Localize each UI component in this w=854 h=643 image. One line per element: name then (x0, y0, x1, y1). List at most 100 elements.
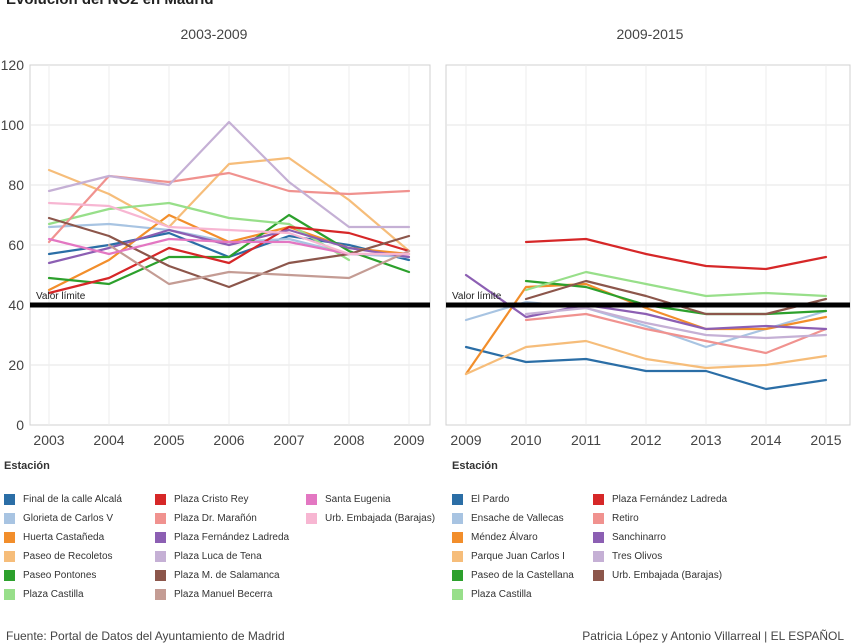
author-credit: Patricia López y Antonio Villarreal | EL… (582, 629, 844, 643)
legend-swatch (4, 494, 15, 505)
legend-swatch (593, 532, 604, 543)
series-line-el-pardo (464, 345, 828, 391)
legend-column: Final de la calle Alcalá Glorieta de Carl… (4, 490, 155, 604)
legend-swatch (452, 494, 463, 505)
x-tick-label: 2013 (690, 432, 721, 448)
legend-item: Plaza Cristo Rey (155, 490, 306, 509)
x-tick-label: 2006 (213, 432, 244, 448)
series-line-plaza-luca-de-tena (47, 120, 411, 229)
legend-item: Plaza Manuel Becerra (155, 585, 306, 604)
series-line-sanchinarro (464, 273, 828, 331)
legend-item: Glorieta de Carlos V (4, 509, 155, 528)
legend-item: Huerta Castañeda (4, 528, 155, 547)
legend-title: Estación (452, 460, 498, 472)
legend-label: Plaza Fernández Ladreda (612, 494, 728, 505)
legend-swatch (4, 570, 15, 581)
legend-label: Ensache de Vallecas (471, 513, 564, 524)
legend-swatch (155, 551, 166, 562)
legend-label: Final de la calle Alcalá (23, 494, 122, 505)
y-tick-label: 60 (8, 237, 24, 253)
legend-swatch (306, 494, 317, 505)
legend-column: Plaza Fernández Ladreda Retiro Sanchinarro… (593, 490, 734, 604)
x-tick-label: 2003 (33, 432, 64, 448)
x-tick-label: 2004 (93, 432, 124, 448)
legend-label: Plaza Dr. Marañón (174, 513, 257, 524)
series-line-plaza-cristo-rey (47, 225, 411, 295)
legend-item: Parque Juan Carlos I (452, 547, 593, 566)
legend-swatch (4, 532, 15, 543)
legend-item: Sanchinarro (593, 528, 734, 547)
legend-item: Méndez Álvaro (452, 528, 593, 547)
series-line-tres-olivos (524, 306, 828, 340)
source-credit: Fuente: Portal de Datos del Ayuntamiento… (6, 629, 285, 643)
line-charts: 0 20 40 60 80 100 120 2003 2004 2005 2006 2007 2008 2… (1, 57, 851, 448)
legend-column: Santa Eugenia Urb. Embajada (Barajas) (306, 490, 457, 604)
legend-item: Urb. Embajada (Barajas) (593, 566, 734, 585)
legend-item: Retiro (593, 509, 734, 528)
x-tick-label: 2015 (810, 432, 841, 448)
series-line-plaza-manuel-becerra (107, 243, 411, 286)
legend-label: Paseo Pontones (23, 570, 97, 581)
series-line-plaza-castilla (47, 201, 351, 262)
legend-label: Plaza Manuel Becerra (174, 589, 273, 600)
legend-label: Urb. Embajada (Barajas) (325, 513, 436, 524)
legend-swatch (306, 513, 317, 524)
legend-swatch (593, 494, 604, 505)
y-tick-label: 40 (8, 297, 24, 313)
legend-item: Plaza Fernández Ladreda (593, 490, 734, 509)
legend-swatch (155, 513, 166, 524)
legend-label: Huerta Castañeda (23, 532, 105, 543)
legend-label: El Pardo (471, 494, 510, 505)
x-tick-label: 2008 (333, 432, 364, 448)
legend-label: Plaza Fernández Ladreda (174, 532, 290, 543)
legend-swatch (155, 570, 166, 581)
legend-item: Plaza Castilla (4, 585, 155, 604)
x-tick-label: 2009 (393, 432, 424, 448)
legend-swatch (452, 589, 463, 600)
series-line-retiro (524, 312, 828, 355)
legend-label: Santa Eugenia (325, 494, 391, 505)
series-line-paseo-de-recoletos (47, 156, 411, 253)
legend-label: Tres Olivos (612, 551, 663, 562)
legend-label: Parque Juan Carlos I (471, 551, 565, 562)
legend-label: Paseo de la Castellana (471, 570, 574, 581)
series-line-paseo-pontones (47, 213, 411, 286)
legend-item: El Pardo (452, 490, 593, 509)
legend-label: Paseo de Recoletos (23, 551, 113, 562)
legend-item: Paseo de Recoletos (4, 547, 155, 566)
legend-column: Plaza Cristo Rey Plaza Dr. Marañón Plaza F… (155, 490, 306, 604)
series-line-urb-embajada-barajas (47, 201, 411, 256)
legend-swatch (155, 532, 166, 543)
x-tick-label: 2012 (630, 432, 661, 448)
legend-title: Estación (4, 460, 50, 472)
legend-swatch (452, 532, 463, 543)
legend-swatch (4, 513, 15, 524)
legend-swatch (452, 570, 463, 581)
legend-item: Paseo Pontones (4, 566, 155, 585)
legend-label: Plaza Cristo Rey (174, 494, 249, 505)
legend-swatch (155, 494, 166, 505)
legend-swatch (4, 589, 15, 600)
legend-item: Plaza Dr. Marañón (155, 509, 306, 528)
y-tick-label: 80 (8, 177, 24, 193)
panel-title-2003-2009: 2003-2009 (180, 26, 248, 42)
legend-item: Final de la calle Alcalá (4, 490, 155, 509)
legend-item: Santa Eugenia (306, 490, 457, 509)
y-tick-label: 100 (1, 117, 25, 133)
legend-swatch (452, 551, 463, 562)
y-tick-label: 0 (16, 417, 24, 433)
legend-2009-2015: Estación El Pardo Ensache de Vallecas Ménd… (452, 460, 734, 604)
legend-swatch (593, 551, 604, 562)
series-line-plaza-castilla (524, 270, 828, 298)
legend-item: Plaza Fernández Ladreda (155, 528, 306, 547)
series-line-paseo-de-la-castellana (524, 279, 828, 316)
chart-title: Evolución del NO2 en Madrid (6, 0, 214, 8)
legend-label: Sanchinarro (612, 532, 666, 543)
legend-label: Plaza M. de Salamanca (174, 570, 280, 581)
legend-swatch (155, 589, 166, 600)
legend-item: Tres Olivos (593, 547, 734, 566)
x-tick-label: 2009 (450, 432, 481, 448)
series-line-mendez-alvaro (464, 282, 828, 376)
y-tick-label: 20 (8, 357, 24, 373)
legend-swatch (593, 570, 604, 581)
